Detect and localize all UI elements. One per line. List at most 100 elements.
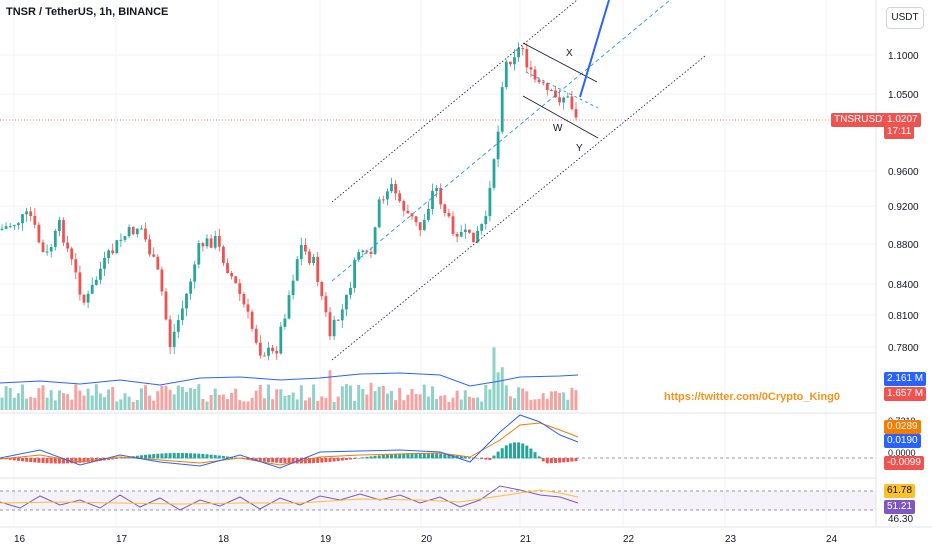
candle-body — [25, 211, 28, 215]
candle-body — [509, 61, 512, 65]
candle-body — [160, 269, 164, 292]
candle-body — [70, 248, 74, 260]
candle-body — [537, 79, 541, 83]
macd-hist-bar — [361, 457, 365, 459]
macd-hist-bar — [49, 458, 53, 464]
volume-bar — [574, 390, 578, 410]
macd-hist-bar — [332, 458, 336, 462]
macd-hist-bar — [398, 453, 402, 459]
candle-body — [525, 49, 529, 68]
macd-hist-bar — [463, 456, 467, 459]
time-label-19: 19 — [320, 534, 332, 545]
candle-body — [295, 259, 299, 281]
volume-bar — [164, 385, 168, 410]
volume-bar — [451, 397, 455, 410]
candle-body — [287, 295, 291, 319]
volume-bar — [504, 385, 508, 410]
macd-hist-bar — [324, 458, 328, 463]
macd-hist-bar — [545, 458, 549, 464]
volume-bar — [377, 386, 381, 410]
candle-body — [275, 351, 279, 354]
candle-body — [574, 109, 578, 118]
candle-body — [41, 242, 45, 252]
currency-button[interactable]: USDT — [886, 7, 924, 29]
volume-bar — [529, 399, 533, 410]
candle-body — [148, 239, 151, 255]
volume-bar — [517, 387, 521, 410]
macd-hist-bar — [496, 451, 500, 459]
candle-body — [365, 250, 369, 252]
candle-body — [431, 190, 434, 209]
macd-hist-bar — [164, 453, 168, 459]
candle-body — [127, 227, 131, 237]
volume-bar — [90, 395, 94, 410]
macd-hist-bar — [156, 453, 160, 459]
candle-body — [472, 232, 475, 243]
volume-bar — [435, 398, 439, 410]
candle-body — [357, 252, 361, 260]
macd-hist-bar — [492, 455, 496, 459]
volume-bar — [189, 387, 193, 410]
candle-body — [353, 259, 356, 288]
price-tick-8: 0.7800 — [888, 343, 919, 354]
candle-body — [230, 273, 233, 277]
channel-lower-line — [331, 55, 706, 361]
volume-bar — [303, 400, 307, 410]
candlesticks — [0, 42, 578, 361]
volume-bar — [570, 387, 574, 410]
candle-body — [12, 225, 16, 227]
volume-bar — [324, 398, 328, 410]
candle-body — [263, 355, 266, 357]
macd-hist-bar — [12, 458, 16, 461]
candle-body — [324, 296, 328, 313]
macd-hist-bar — [521, 443, 525, 459]
candle-body — [345, 294, 348, 310]
macd-hist-bar — [90, 458, 94, 462]
candle-body — [349, 287, 352, 295]
candle-body — [131, 227, 135, 235]
volume-bar — [373, 391, 377, 410]
volume-bar — [541, 393, 545, 410]
candle-body — [435, 188, 438, 191]
macd-hist-badge: -0.0099 — [884, 456, 924, 470]
volume-bar — [0, 397, 4, 410]
volume-bar — [381, 385, 385, 410]
symbol-title[interactable]: TNSR / TetherUS, 1h, BINANCE — [6, 6, 169, 18]
macd-hist-bar — [283, 458, 287, 464]
twitter-link[interactable]: https://twitter.com/0Crypto_King0 — [664, 391, 841, 403]
volume-bar — [336, 396, 340, 410]
candle-body — [402, 201, 406, 211]
macd-hist-bar — [439, 453, 443, 459]
macd-partial-tick: 0.0000 — [888, 448, 916, 458]
candle-body — [299, 245, 303, 260]
price-tick-7: 0.8100 — [888, 311, 919, 322]
volume-bar — [250, 397, 254, 410]
candle-body — [570, 96, 574, 110]
candle-body — [422, 219, 426, 231]
macd-hist-bar — [41, 458, 45, 464]
macd-hist-bar — [258, 458, 262, 462]
volume-ma-badge: 2.161 M — [884, 372, 927, 386]
macd-hist-bar — [213, 455, 217, 459]
volume-bar — [53, 400, 57, 410]
macd-hist-bar — [541, 458, 545, 462]
macd-hist-bar — [476, 458, 480, 459]
candle-body — [468, 229, 471, 233]
candle-body — [541, 82, 545, 84]
macd-hist-bar — [377, 455, 381, 459]
volume-bar — [12, 397, 16, 410]
volume-bar — [410, 388, 414, 410]
candle-body — [21, 214, 24, 224]
volume-bar — [558, 392, 562, 410]
macd-hist-bar — [455, 455, 459, 459]
candle-body — [33, 215, 37, 225]
volume-bar — [447, 401, 451, 410]
volume-bar — [246, 401, 250, 410]
candle-body — [529, 67, 533, 70]
volume-bar — [148, 395, 152, 410]
macd-hist-bar — [336, 458, 340, 462]
time-axis[interactable]: 16 17 18 19 20 21 22 23 24 — [14, 534, 838, 545]
volume-bar — [262, 398, 266, 410]
macd-hist-bar — [570, 458, 574, 462]
